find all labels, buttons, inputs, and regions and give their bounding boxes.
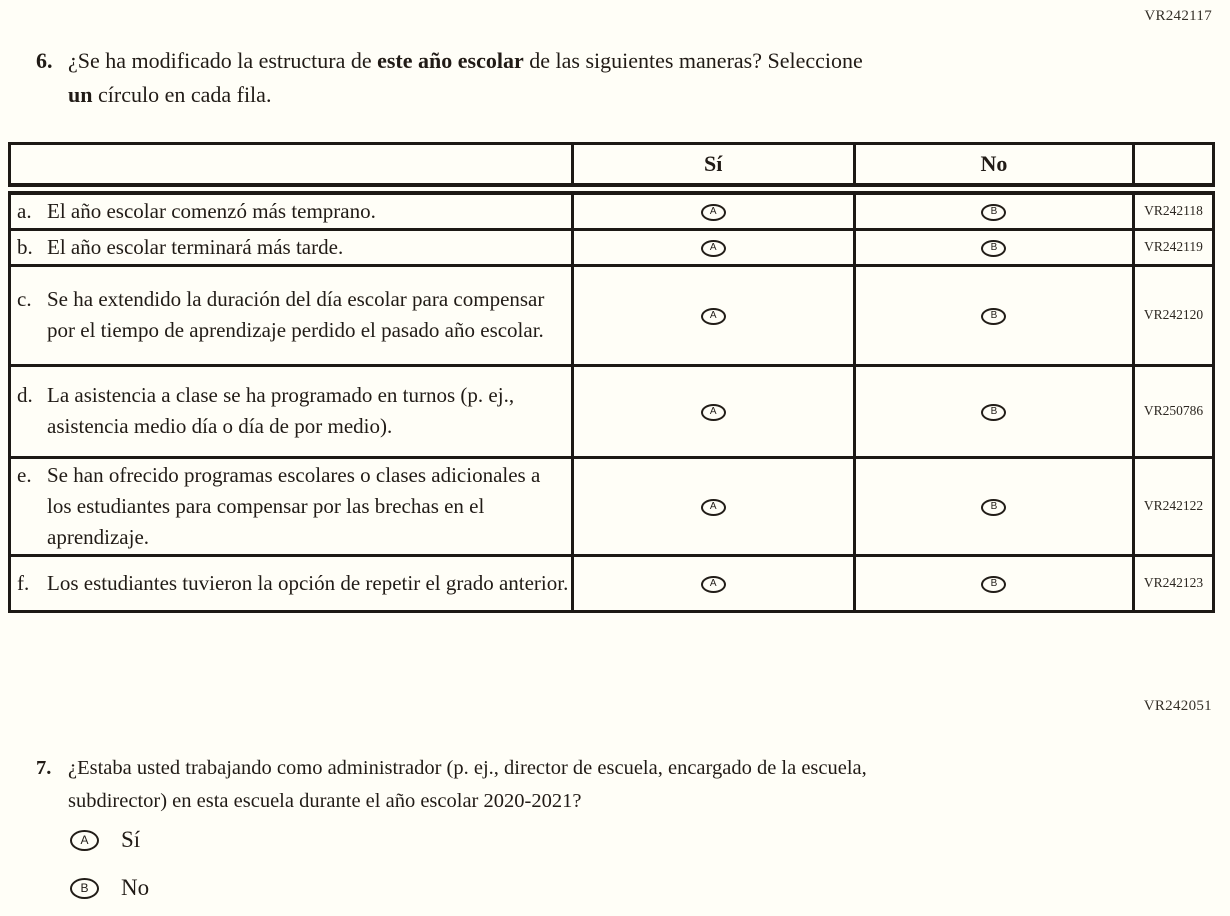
q6-line1-pre: ¿Se ha modificado la estructura de bbox=[68, 48, 378, 73]
bubble-a[interactable]: A bbox=[70, 829, 99, 851]
question-7-text: ¿Estaba usted trabajando como administra… bbox=[68, 752, 867, 818]
row-code: VR242123 bbox=[1132, 553, 1215, 613]
row-label: b. bbox=[17, 234, 33, 259]
header-code-cell bbox=[1132, 142, 1215, 195]
bubble-a[interactable]: A bbox=[700, 203, 726, 221]
table-header-row: Sí No bbox=[8, 142, 1215, 195]
question-6-number: 6. bbox=[36, 48, 53, 73]
row-label: e. bbox=[17, 462, 32, 487]
option-cell-no: B bbox=[852, 187, 1136, 231]
option-cell-no: B bbox=[852, 363, 1136, 459]
q6-line1-post: de las siguientes maneras? Seleccione bbox=[523, 48, 863, 73]
q7-line2: subdirector) en esta escuela durante el … bbox=[68, 790, 582, 812]
option-label-si: Sí bbox=[121, 827, 141, 852]
option-cell-si: A bbox=[570, 455, 856, 557]
bubble-b[interactable]: B bbox=[981, 203, 1007, 221]
question-6-text: ¿Se ha modificado la estructura de este … bbox=[68, 44, 863, 112]
q6-line1-bold: este año escolar bbox=[377, 48, 524, 73]
statement-cell: a. El año escolar comenzó más temprano. bbox=[8, 187, 574, 231]
form-code-middle: VR242051 bbox=[1143, 698, 1212, 714]
statement-cell: e. Se han ofrecido programas escolares o… bbox=[8, 455, 574, 557]
row-code: VR242118 bbox=[1132, 187, 1215, 231]
bubble-b[interactable]: B bbox=[981, 575, 1007, 593]
header-si: Sí bbox=[570, 142, 856, 195]
option-cell-si: A bbox=[570, 363, 856, 459]
option-cell-si: A bbox=[570, 553, 856, 613]
row-label: d. bbox=[17, 383, 33, 407]
bubble-a[interactable]: A bbox=[700, 239, 726, 257]
statement-cell: c. Se ha extendido la duración del día e… bbox=[8, 263, 574, 367]
table-row-e: e. Se han ofrecido programas escolares o… bbox=[8, 455, 1215, 557]
question-7-options: A Sí B No bbox=[70, 826, 149, 916]
row-code: VR242120 bbox=[1132, 263, 1215, 367]
row-text: Se han ofrecido programas escolares o cl… bbox=[47, 462, 541, 549]
row-label: a. bbox=[17, 198, 32, 223]
question-7: 7. ¿Estaba usted trabajando como adminis… bbox=[36, 752, 1176, 818]
row-text: La asistencia a clase se ha programado e… bbox=[47, 383, 515, 438]
option-cell-no: B bbox=[852, 263, 1136, 367]
row-text: Los estudiantes tuvieron la opción de re… bbox=[47, 570, 569, 595]
option-cell-no: B bbox=[852, 553, 1136, 613]
q7-option-no[interactable]: B No bbox=[70, 874, 149, 902]
bubble-b[interactable]: B bbox=[70, 877, 99, 899]
bubble-a[interactable]: A bbox=[700, 307, 726, 325]
bubble-b[interactable]: B bbox=[981, 239, 1007, 257]
option-cell-no: B bbox=[852, 227, 1136, 267]
statement-cell: b. El año escolar terminará más tarde. bbox=[8, 227, 574, 267]
row-code: VR242122 bbox=[1132, 455, 1215, 557]
question-6: 6. ¿Se ha modificado la estructura de es… bbox=[36, 44, 1136, 112]
q7-line1: ¿Estaba usted trabajando como administra… bbox=[68, 757, 867, 779]
row-text: Se ha extendido la duración del día esco… bbox=[47, 287, 545, 342]
form-code-top: VR242117 bbox=[1144, 8, 1212, 24]
row-text: El año escolar terminará más tarde. bbox=[47, 234, 344, 259]
row-code: VR242119 bbox=[1132, 227, 1215, 267]
q7-option-si[interactable]: A Sí bbox=[70, 826, 149, 854]
header-no: No bbox=[852, 142, 1136, 195]
row-label: c. bbox=[17, 287, 32, 311]
bubble-b[interactable]: B bbox=[981, 403, 1007, 421]
table-row-d: d. La asistencia a clase se ha programad… bbox=[8, 363, 1215, 459]
option-cell-si: A bbox=[570, 187, 856, 231]
row-label: f. bbox=[17, 570, 30, 595]
statement-cell: d. La asistencia a clase se ha programad… bbox=[8, 363, 574, 459]
table-row-a: a. El año escolar comenzó más temprano. … bbox=[8, 187, 1215, 231]
question-6-table: Sí No a. El año escolar comenzó más temp… bbox=[8, 142, 1215, 613]
question-7-number: 7. bbox=[36, 757, 52, 779]
table-row-b: b. El año escolar terminará más tarde. A… bbox=[8, 227, 1215, 267]
option-cell-si: A bbox=[570, 227, 856, 267]
bubble-a[interactable]: A bbox=[700, 498, 726, 516]
row-text: El año escolar comenzó más temprano. bbox=[47, 198, 376, 223]
q6-line2-post: círculo en cada fila. bbox=[92, 82, 272, 107]
table-row-f: f. Los estudiantes tuvieron la opción de… bbox=[8, 553, 1215, 613]
bubble-b[interactable]: B bbox=[981, 498, 1007, 516]
q6-line2-bold: un bbox=[68, 82, 93, 107]
table-row-c: c. Se ha extendido la duración del día e… bbox=[8, 263, 1215, 367]
bubble-b[interactable]: B bbox=[981, 307, 1007, 325]
option-label-no: No bbox=[121, 875, 150, 900]
bubble-a[interactable]: A bbox=[700, 575, 726, 593]
bubble-a[interactable]: A bbox=[700, 403, 726, 421]
header-statement-cell bbox=[8, 142, 574, 195]
option-cell-no: B bbox=[852, 455, 1136, 557]
row-code: VR250786 bbox=[1132, 363, 1215, 459]
option-cell-si: A bbox=[570, 263, 856, 367]
statement-cell: f. Los estudiantes tuvieron la opción de… bbox=[8, 553, 574, 613]
